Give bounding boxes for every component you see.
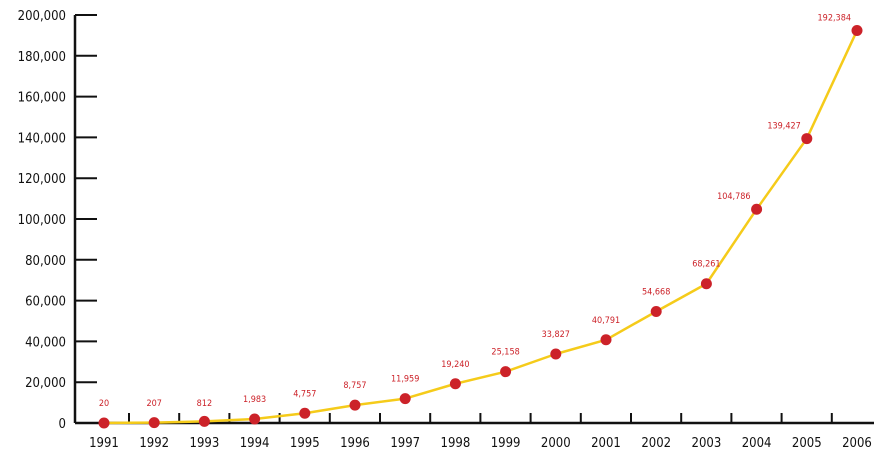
x-tick-label: 1996 xyxy=(340,436,370,451)
data-labels-group: 20 207 812 1,983 4,757 8,757 11,959 19,240 25,15… xyxy=(99,14,851,409)
x-tick-label: 1997 xyxy=(390,436,420,451)
data-label: 139,427 xyxy=(767,122,800,132)
x-tick-label: 2000 xyxy=(541,436,571,451)
data-label: 33,827 xyxy=(542,330,570,340)
data-point xyxy=(299,407,311,419)
data-label: 20 xyxy=(99,399,109,409)
x-tick-label: 2003 xyxy=(692,436,722,451)
data-label: 40,791 xyxy=(592,316,620,326)
data-label: 19,240 xyxy=(441,360,469,370)
data-label: 8,757 xyxy=(343,381,366,391)
x-tick-label: 2006 xyxy=(842,436,872,451)
x-axis-ticks: 1991 1992 1993 1994 1995 1996 1997 1998 1999 2000… xyxy=(89,413,872,451)
chart-axes xyxy=(73,15,874,425)
data-label: 207 xyxy=(146,399,161,409)
data-label: 1,983 xyxy=(243,395,266,405)
data-label: 812 xyxy=(197,399,212,409)
data-point xyxy=(801,133,813,145)
data-point xyxy=(550,348,562,360)
series-group xyxy=(98,25,863,429)
x-tick-label: 2002 xyxy=(641,436,671,451)
x-tick-label: 1998 xyxy=(441,436,471,451)
y-tick-label: 180,000 xyxy=(18,50,66,65)
y-tick-label: 40,000 xyxy=(25,335,66,350)
data-label: 25,158 xyxy=(491,348,519,358)
x-tick-label: 1994 xyxy=(240,436,270,451)
y-tick-label: 200,000 xyxy=(18,9,66,24)
data-label: 192,384 xyxy=(818,14,851,24)
data-point xyxy=(650,305,662,317)
y-tick-label: 120,000 xyxy=(18,172,66,187)
data-point xyxy=(851,25,863,37)
data-label: 54,668 xyxy=(642,287,670,297)
data-point xyxy=(399,393,411,405)
data-label: 11,959 xyxy=(391,375,419,385)
x-tick-label: 2001 xyxy=(591,436,621,451)
data-point xyxy=(600,334,612,346)
data-point xyxy=(449,378,461,390)
data-point xyxy=(198,415,210,427)
x-tick-label: 1999 xyxy=(491,436,521,451)
data-point xyxy=(500,366,512,378)
x-tick-label: 1995 xyxy=(290,436,320,451)
y-tick-label: 100,000 xyxy=(18,213,66,228)
x-tick-label: 2005 xyxy=(792,436,822,451)
y-tick-label: 0 xyxy=(59,417,66,432)
y-tick-label: 160,000 xyxy=(18,91,66,106)
data-point xyxy=(751,203,763,215)
y-tick-label: 60,000 xyxy=(25,295,66,310)
x-tick-label: 1993 xyxy=(190,436,220,451)
y-tick-label: 80,000 xyxy=(25,254,66,269)
data-point xyxy=(249,413,261,425)
data-label: 4,757 xyxy=(293,389,316,399)
data-label: 104,786 xyxy=(717,192,750,202)
x-tick-label: 1992 xyxy=(139,436,169,451)
data-point xyxy=(349,399,361,411)
data-label: 68,261 xyxy=(692,260,720,270)
y-tick-label: 20,000 xyxy=(25,376,66,391)
y-tick-label: 140,000 xyxy=(18,131,66,146)
y-axis-ticks: 0 20,000 40,000 60,000 80,000 100,000 120,000 1… xyxy=(18,9,97,432)
data-point xyxy=(700,278,712,290)
x-tick-label: 2004 xyxy=(742,436,772,451)
data-point xyxy=(148,417,160,429)
data-point xyxy=(98,417,110,429)
x-tick-label: 1991 xyxy=(89,436,119,451)
series-line xyxy=(103,30,859,425)
